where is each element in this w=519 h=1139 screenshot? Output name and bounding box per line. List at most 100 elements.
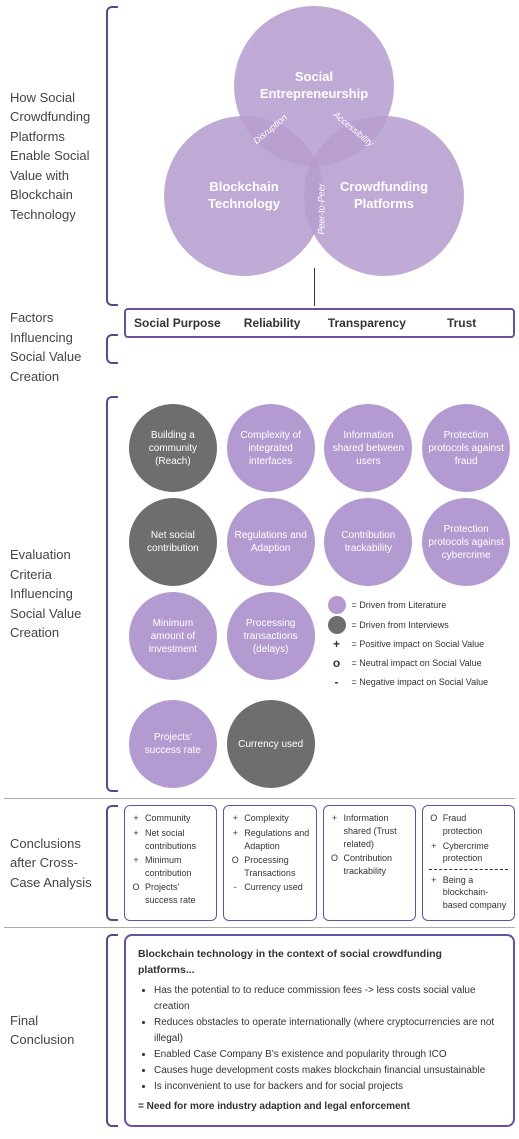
conclusion-box: +Complexity+Regulations and AdaptionOPro… <box>223 805 316 920</box>
eval-circle: Protection protocols against fraud <box>422 404 510 492</box>
factor-transparency: Transparency <box>320 316 415 330</box>
eval-empty <box>224 690 318 694</box>
conclusion-row: + Complexity <box>230 812 309 825</box>
conclusion-text: Projects' success rate <box>145 881 210 906</box>
legend-sym-neg: - <box>328 674 346 691</box>
final-bullets: Has the potential to to reduce commissio… <box>138 983 501 1095</box>
eval-circle: Contribution trackability <box>324 498 412 586</box>
eval-circle: Regulations and Adaption <box>227 498 315 586</box>
eval-content: Building a community (Reach)Complexity o… <box>124 396 515 792</box>
conclusion-text: Being a blockchain-based company <box>443 874 508 912</box>
final-need: = Need for more industry adaption and le… <box>138 1099 501 1115</box>
legend-dot-lit <box>328 596 346 614</box>
eval-section: Evaluation Criteria Influencing Social V… <box>4 396 515 792</box>
conclusion-box: +Community+Net social contributions+Mini… <box>124 805 217 920</box>
conclusions-bracket <box>106 805 118 920</box>
legend-dot-intv <box>328 616 346 634</box>
legend-intv: = Driven from Interviews <box>352 619 449 632</box>
conclusion-text: Processing Transactions <box>244 854 309 879</box>
conclusion-row: +Minimum contribution <box>131 854 210 879</box>
conclusion-row: +Net social contributions <box>131 827 210 852</box>
venn-side-label: How Social Crowdfunding Platforms Enable… <box>4 6 106 306</box>
conclusion-sym: + <box>230 827 240 852</box>
legend-neu: = Neutral impact on Social Value <box>352 657 482 670</box>
conclusion-text: Cybercrime protection <box>443 840 508 865</box>
conclusion-text: Currency used <box>244 881 303 894</box>
eval-bracket <box>106 396 118 792</box>
factor-social-purpose: Social Purpose <box>130 316 225 330</box>
conclusion-sym: + <box>131 854 141 879</box>
final-section: Final Conclusion Blockchain technology i… <box>4 934 515 1128</box>
conclusion-text: Fraud protection <box>443 812 508 837</box>
factors-section: Factors Influencing Social Value Creatio… <box>4 308 515 390</box>
venn-bracket <box>106 6 118 306</box>
conclusion-text: Regulations and Adaption <box>244 827 309 852</box>
eval-circle: Building a community (Reach) <box>129 404 217 492</box>
conclusions-section: Conclusions after Cross-Case Analysis +C… <box>4 805 515 920</box>
final-bullet: Causes huge development costs makes bloc… <box>154 1063 501 1079</box>
conclusion-row: OProjects' success rate <box>131 881 210 906</box>
eval-circle: Minimum amount of investment <box>129 592 217 680</box>
conclusion-text: Minimum contribution <box>145 854 210 879</box>
final-bracket <box>106 934 118 1128</box>
venn-section: How Social Crowdfunding Platforms Enable… <box>4 6 515 306</box>
conclusion-sym: + <box>230 812 240 825</box>
venn-diagram: Social Entrepreneurship Blockchain Techn… <box>124 6 515 306</box>
factors-bracket <box>106 334 118 364</box>
final-title: Blockchain technology in the context of … <box>138 946 501 980</box>
final-side-label: Final Conclusion <box>4 934 106 1128</box>
final-content: Blockchain technology in the context of … <box>124 934 515 1128</box>
factor-reliability: Reliability <box>225 316 320 330</box>
eval-empty <box>322 700 416 788</box>
legend-lit: = Driven from Literature <box>352 599 447 612</box>
conclusion-sym: O <box>230 854 240 879</box>
final-bullet: Is inconvenient to use for backers and f… <box>154 1079 501 1095</box>
venn-right-circle: Crowdfunding Platforms <box>304 116 464 276</box>
conclusion-row: OProcessing Transactions <box>230 854 309 879</box>
conclusion-sym: + <box>330 812 340 850</box>
legend: = Driven from Literature = Driven from In… <box>322 592 514 694</box>
conclusion-sym: + <box>429 840 439 865</box>
conclusion-boxes: +Community+Net social contributions+Mini… <box>124 805 515 920</box>
conclusion-row: OContribution trackability <box>330 852 409 877</box>
venn-connector-line <box>314 268 315 306</box>
eval-circle: Processing transactions (delays) <box>227 592 315 680</box>
venn-overlap-p2p: Peer-to-Peer <box>317 183 327 234</box>
conclusion-sym: + <box>429 874 439 912</box>
eval-circle: Currency used <box>227 700 315 788</box>
conclusion-sym: O <box>429 812 439 837</box>
eval-circle: Net social contribution <box>129 498 217 586</box>
conclusion-box: +Information shared (Trust related)OCont… <box>323 805 416 920</box>
eval-side-label: Evaluation Criteria Influencing Social V… <box>4 396 106 792</box>
eval-empty <box>419 700 513 788</box>
eval-circle: Projects' success rate <box>129 700 217 788</box>
eval-circle: Information shared between users <box>324 404 412 492</box>
conclusion-text: Information shared (Trust related) <box>344 812 409 850</box>
factor-trust: Trust <box>414 316 509 330</box>
eval-circle: Protection protocols against cybercrime <box>422 498 510 586</box>
conclusion-row: +Cybercrime protection <box>429 840 508 865</box>
legend-sym-pos: + <box>328 636 346 653</box>
divider-1 <box>4 798 515 799</box>
conclusion-sym: + <box>131 827 141 852</box>
factors-bar: Social Purpose Reliability Transparency … <box>124 308 515 338</box>
conclusion-row: +Being a blockchain-based company <box>429 874 508 912</box>
conclusion-sym: O <box>131 881 141 906</box>
conclusion-box: OFraud protection+Cybercrime protection+… <box>422 805 515 920</box>
final-bullet: Reduces obstacles to operate internation… <box>154 1015 501 1047</box>
divider-2 <box>4 927 515 928</box>
conclusion-text: Community <box>145 812 191 825</box>
conclusion-text: Net social contributions <box>145 827 210 852</box>
conclusion-sym: O <box>330 852 340 877</box>
eval-empty <box>126 690 220 694</box>
conclusion-row: +Community <box>131 812 210 825</box>
venn-left-circle: Blockchain Technology <box>164 116 324 276</box>
conclusion-text: Complexity <box>244 812 289 825</box>
factors-content: Social Purpose Reliability Transparency … <box>124 308 515 390</box>
legend-sym-neu: o <box>328 655 346 672</box>
final-box: Blockchain technology in the context of … <box>124 934 515 1128</box>
legend-pos: = Positive impact on Social Value <box>352 638 485 651</box>
conclusion-row: +Regulations and Adaption <box>230 827 309 852</box>
final-bullet: Enabled Case Company B's existence and p… <box>154 1047 501 1063</box>
factors-side-label: Factors Influencing Social Value Creatio… <box>4 308 106 390</box>
